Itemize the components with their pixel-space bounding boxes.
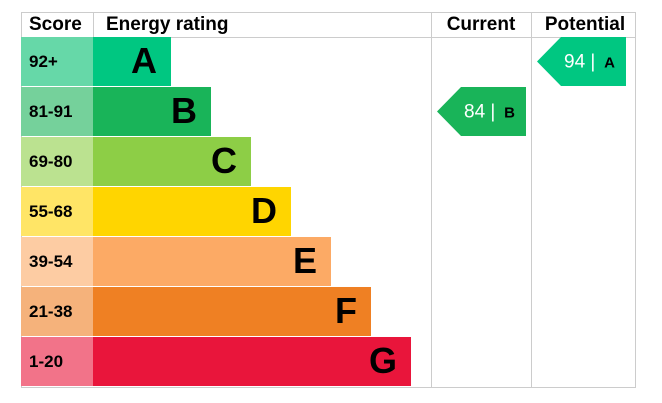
- band-letter: E: [293, 240, 317, 281]
- score-cell: [21, 237, 93, 286]
- rating-bar: [93, 287, 371, 336]
- potential-score: 94 |: [564, 52, 595, 73]
- score-label: 21-38: [29, 302, 72, 321]
- header-rating: Energy rating: [106, 14, 228, 35]
- score-cell: [21, 37, 93, 86]
- band-letter: B: [171, 90, 197, 131]
- rating-bar: [93, 37, 171, 86]
- band-letter: A: [131, 40, 157, 81]
- potential-arrow: [537, 37, 626, 86]
- header-score: Score: [29, 14, 82, 35]
- potential-letter: A: [604, 54, 615, 71]
- rating-bar: [93, 237, 331, 286]
- score-cell: [21, 87, 93, 136]
- score-label: 55-68: [29, 202, 72, 221]
- score-label: 69-80: [29, 152, 72, 171]
- band-letter: G: [369, 340, 397, 381]
- rating-bar: [93, 87, 211, 136]
- score-cell: [21, 187, 93, 236]
- score-label: 39-54: [29, 252, 73, 271]
- band-letter: F: [335, 290, 357, 331]
- current-arrow: [437, 87, 526, 136]
- score-label: 1-20: [29, 352, 63, 371]
- rating-bar: [93, 137, 251, 186]
- score-label: 81-91: [29, 102, 72, 121]
- band-letter: D: [251, 190, 277, 231]
- rating-bar: [93, 187, 291, 236]
- score-cell: [21, 337, 93, 386]
- header-potential: Potential: [545, 14, 625, 35]
- band-letter: C: [211, 140, 237, 181]
- rating-bar: [93, 337, 411, 386]
- score-cell: [21, 287, 93, 336]
- current-score: 84 |: [464, 102, 495, 123]
- score-cell: [21, 137, 93, 186]
- score-label: 92+: [29, 52, 58, 71]
- current-letter: B: [504, 104, 515, 121]
- header-current: Current: [447, 14, 516, 35]
